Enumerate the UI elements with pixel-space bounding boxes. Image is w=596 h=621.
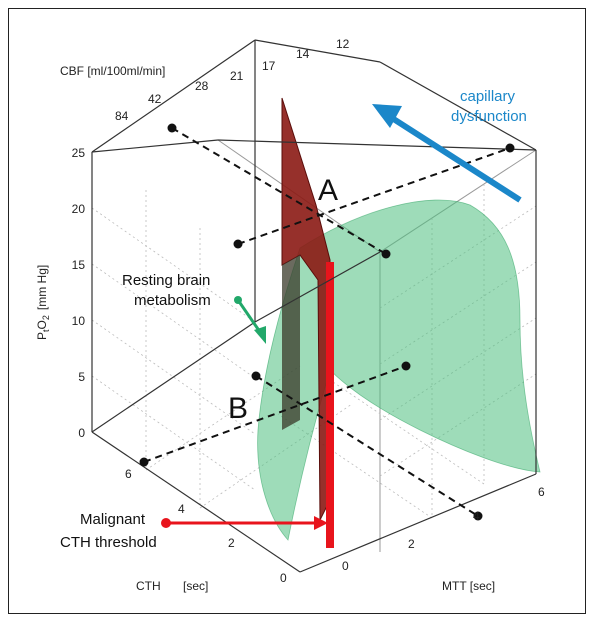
- cbf-tick: 21: [230, 69, 244, 83]
- malignant-threshold-arrow: [161, 516, 328, 530]
- resting-metabolism-label-2: metabolism: [134, 292, 211, 309]
- cth-tick: 0: [280, 571, 287, 585]
- po2-tick: 10: [72, 314, 86, 328]
- region-b-label: B: [228, 392, 248, 425]
- guide-dots: [139, 123, 515, 521]
- malignant-threshold-label-1: Malignant: [80, 511, 146, 528]
- capillary-dysfunction-arrow: [372, 104, 522, 203]
- cbf-tick: 12: [336, 37, 350, 51]
- cth-axis-unit: [sec]: [183, 579, 208, 593]
- po2-ticks: 0 5 10 15 20 25: [72, 146, 86, 440]
- red-threshold-bar: [326, 262, 334, 548]
- capillary-dysfunction-label-2: dysfunction: [451, 108, 527, 125]
- cbf-tick: 14: [296, 47, 310, 61]
- po2-tick: 5: [78, 370, 85, 384]
- box-front-edges: [91, 39, 537, 573]
- resting-metabolism-arrow: [234, 296, 266, 344]
- po2-axis-title: PtO2[mm Hg]: [35, 265, 51, 340]
- cth-ticks: 0 2 4 6: [125, 467, 287, 585]
- cbf-ticks: 84 42 28 21 17 14 12: [115, 37, 350, 123]
- mtt-tick: 2: [408, 537, 415, 551]
- resting-metabolism-label-1: Resting brain: [122, 272, 210, 289]
- cth-axis-title: CTH: [136, 579, 161, 593]
- mtt-axis-title: MTT [sec]: [442, 579, 495, 593]
- cth-tick: 6: [125, 467, 132, 481]
- cbf-tick: 42: [148, 92, 162, 106]
- figure-frame: [8, 8, 586, 614]
- po2-tick: 25: [72, 146, 86, 160]
- cbf-tick: 17: [262, 59, 276, 73]
- po2-tick: 20: [72, 202, 86, 216]
- mtt-tick: 0: [342, 559, 349, 573]
- mtt-tick: 4: [473, 509, 480, 523]
- mtt-ticks: 0 2 4 6: [342, 485, 545, 573]
- mtt-tick: 6: [538, 485, 545, 499]
- po2-tick: 15: [72, 258, 86, 272]
- cbf-axis-title: CBF [ml/100ml/min]: [60, 64, 165, 78]
- po2-tick: 0: [78, 426, 85, 440]
- red-surface-lower: [282, 255, 300, 430]
- cth-tick: 2: [228, 536, 235, 550]
- cbf-tick: 84: [115, 109, 129, 123]
- cbf-tick: 28: [195, 79, 209, 93]
- region-a-label: A: [318, 174, 338, 207]
- cth-tick: 4: [178, 502, 185, 516]
- malignant-threshold-label-2: CTH threshold: [60, 534, 157, 551]
- capillary-dysfunction-label-1: capillary: [460, 88, 516, 105]
